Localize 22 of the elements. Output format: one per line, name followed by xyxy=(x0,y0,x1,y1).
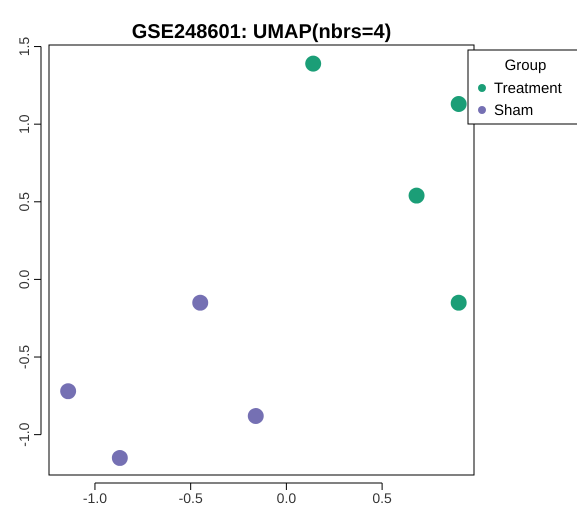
y-tick-label: 0.0 xyxy=(16,269,32,290)
point xyxy=(408,188,425,204)
y-tick-label: -0.5 xyxy=(16,344,32,370)
point xyxy=(192,294,208,311)
y-tick-label: -1.0 xyxy=(16,422,32,447)
y-tick-label: 1.5 xyxy=(16,36,32,56)
x-tick-label: -0.5 xyxy=(178,490,203,506)
point xyxy=(305,56,322,72)
point xyxy=(112,450,128,466)
legend-label: Sham xyxy=(494,102,534,119)
x-tick-label: -1.0 xyxy=(82,490,108,506)
x-tick-label: 0.0 xyxy=(276,490,296,506)
x-tick-label: 0.5 xyxy=(372,490,392,506)
chart-title: GSE248601: UMAP(nbrs=4) xyxy=(132,21,392,43)
point xyxy=(450,294,467,311)
legend-title: Group xyxy=(504,57,546,74)
point xyxy=(248,408,264,424)
legend-label: Treatment xyxy=(494,80,563,97)
y-tick-label: 1.0 xyxy=(16,114,32,134)
point xyxy=(60,383,76,400)
point xyxy=(450,96,467,112)
y-tick-label: 0.5 xyxy=(16,192,32,212)
